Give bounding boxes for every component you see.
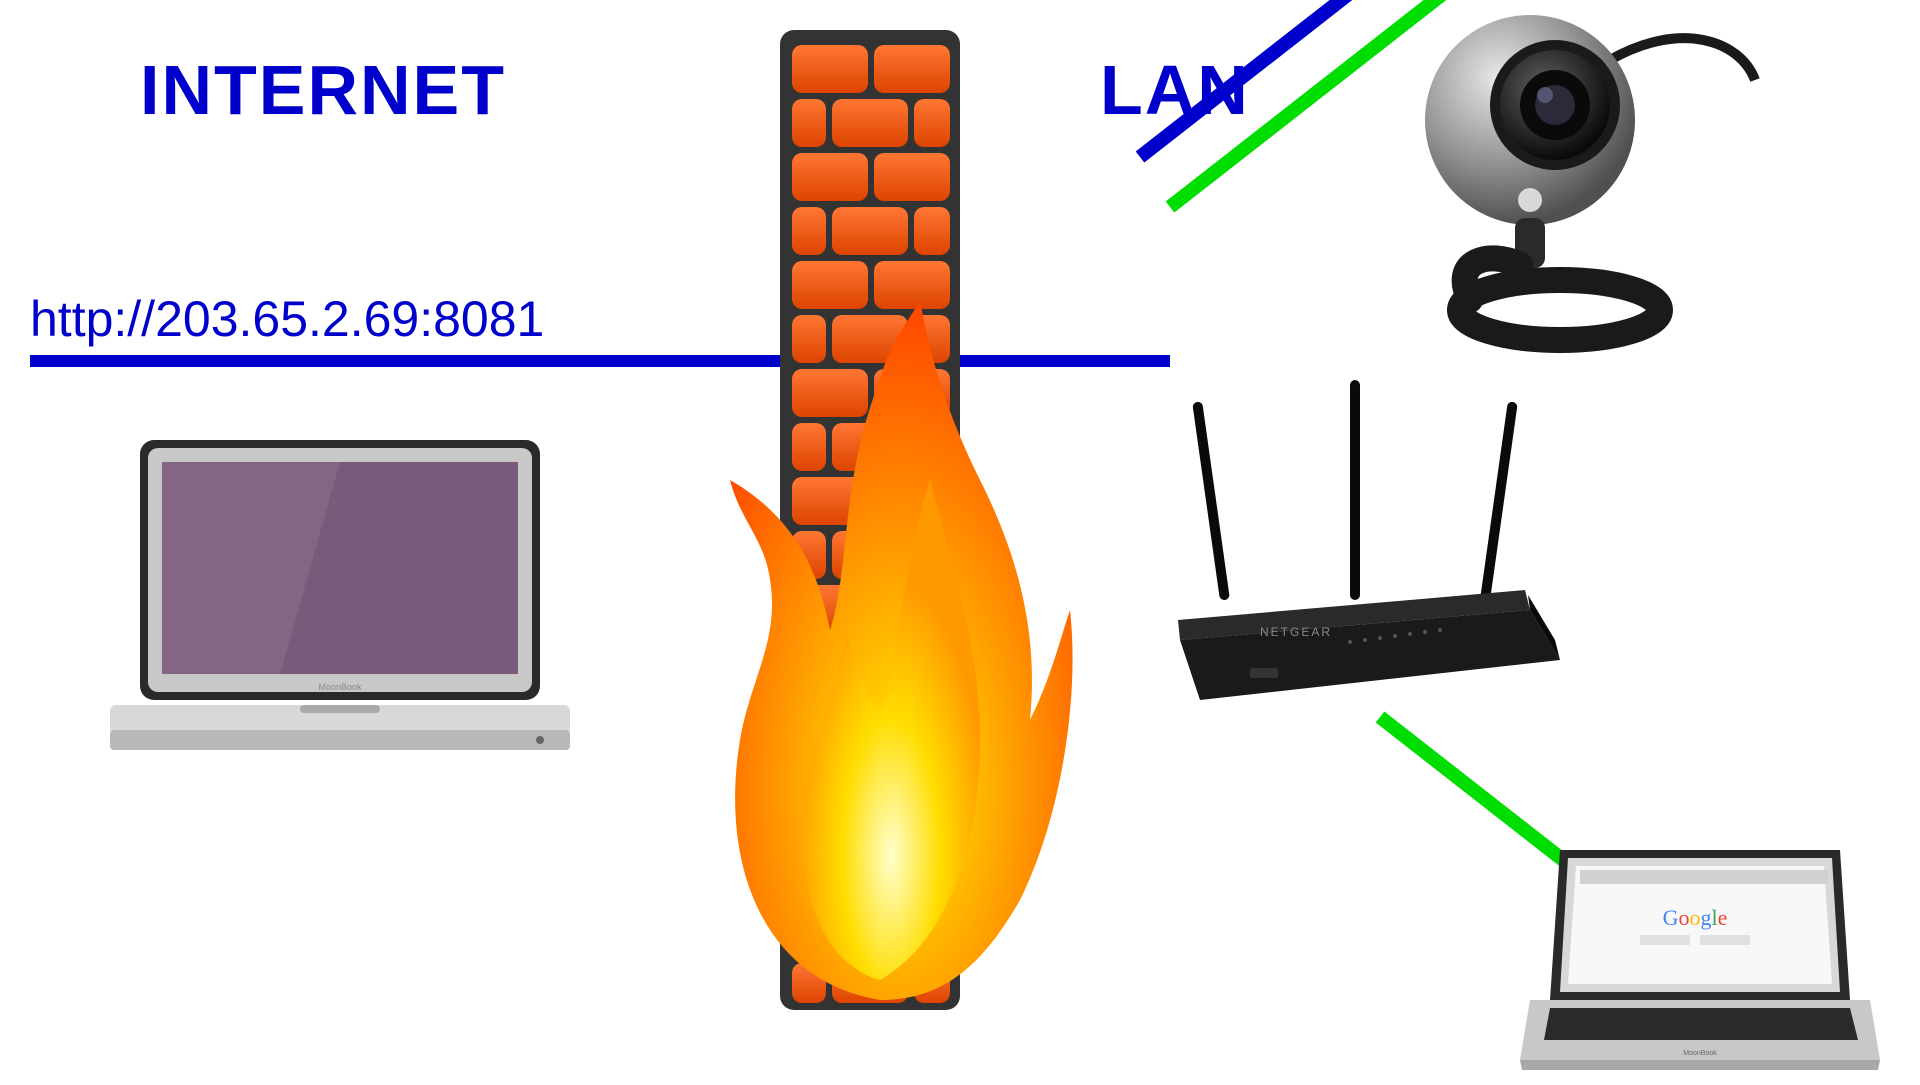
internet-label: INTERNET	[140, 50, 506, 130]
url-label: http://203.65.2.69:8081	[30, 290, 544, 348]
svg-text:Google: Google	[1663, 905, 1728, 930]
internet-laptop-icon: MoonBook	[80, 430, 600, 770]
svg-text:NETGEAR: NETGEAR	[1260, 625, 1332, 639]
router-icon: NETGEAR	[1150, 380, 1570, 710]
lan-laptop-icon: Google MoonBook	[1480, 840, 1880, 1080]
flame-icon	[680, 300, 1080, 1020]
webcam-icon	[1360, 0, 1760, 370]
svg-text:MoonBook: MoonBook	[1683, 1050, 1717, 1057]
svg-text:MoonBook: MoonBook	[318, 682, 362, 692]
